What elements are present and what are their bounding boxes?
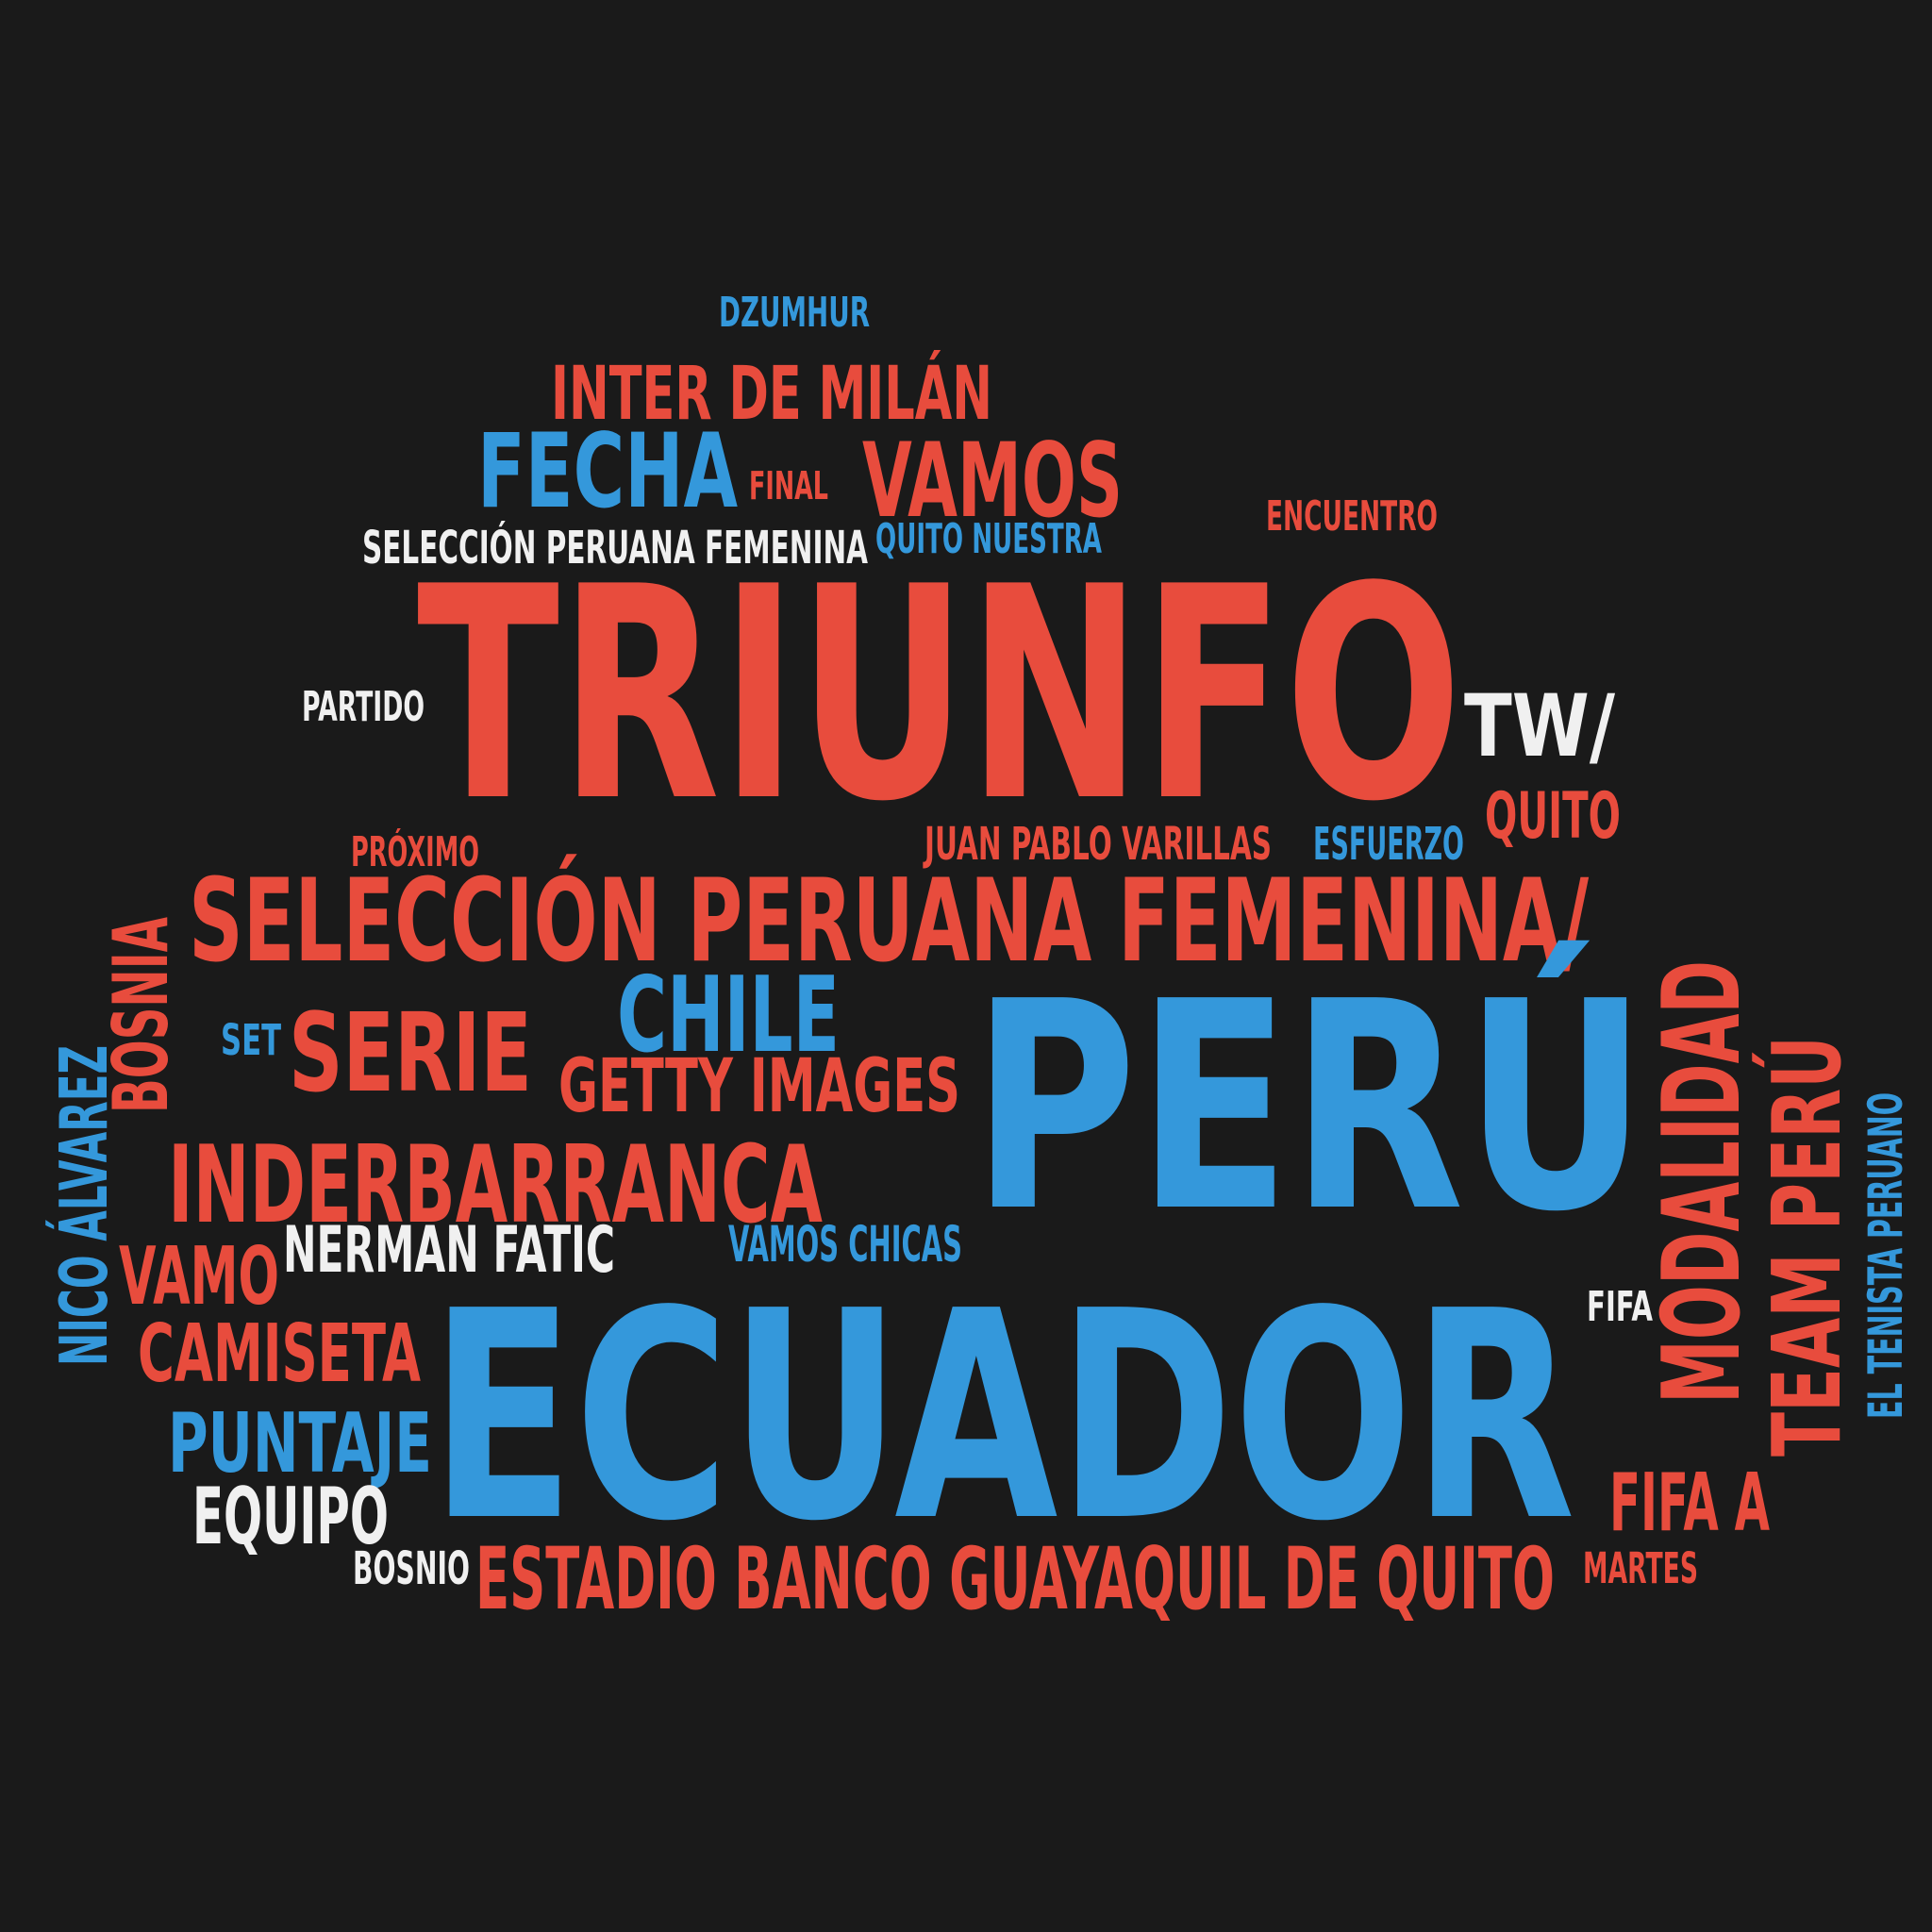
word-nerman-fatic: NERMAN FATIC (283, 1212, 616, 1287)
word-fecha: FECHA (477, 411, 739, 531)
word-dzumhur: DZUMHUR (719, 290, 871, 337)
word-serie: SERIE (289, 991, 533, 1117)
word-fifa: FIFA (1587, 1284, 1654, 1331)
word-final: FINAL (749, 463, 829, 508)
word-juan-pablo-varillas: JUAN PABLO VARILLAS (924, 819, 1273, 871)
word-getty-images: GETTY IMAGES (558, 1043, 961, 1129)
word-vamos-chicas: VAMOS CHICAS (728, 1217, 963, 1274)
word-seleccion-peruana-femenina-small: SELECCIÓN PERUANA FEMENINA (362, 523, 869, 575)
word-team-peru: TEAM PERÚ (1752, 1036, 1862, 1457)
word-vamo: VAMO (119, 1229, 280, 1323)
word-esfuerzo: ESFUERZO (1313, 819, 1465, 871)
word-modalidad: MODALIDAD (1640, 959, 1764, 1404)
word-fifa-a: FIFA A (1609, 1456, 1771, 1549)
word-seleccion-peruana-femenina-large: SELECCIÓN PERUANA FEMENINA/ (189, 854, 1590, 988)
word-tw: TW/ (1464, 675, 1616, 776)
word-inderbarranca: INDERBARRANCA (168, 1123, 824, 1247)
word-estadio-banco-guayaquil: ESTADIO BANCO GUAYAQUIL DE QUITO (475, 1528, 1556, 1629)
word-vamos: VAMOS (862, 421, 1124, 541)
word-inter-de-milan: INTER DE MILÁN (551, 351, 993, 437)
word-triunfo: TRIUNFO (417, 525, 1463, 866)
word-proximo: PRÓXIMO (351, 829, 480, 876)
word-set: SET (221, 1015, 282, 1065)
word-encuentro: ENCUENTRO (1266, 493, 1439, 541)
word-peru: PERÚ (972, 941, 1648, 1274)
word-nico-alvarez: NICO ÁLVAREZ (46, 1044, 123, 1366)
word-chile: CHILE (617, 955, 841, 1076)
word-bosnio: BOSNIO (353, 1543, 471, 1595)
word-quito-nuestra: QUITO NUESTRA (875, 516, 1103, 563)
word-el-tenista-peruano: EL TENISTA PERUANO (1858, 1091, 1913, 1419)
word-camiseta: CAMISETA (138, 1307, 422, 1400)
word-martes: MARTES (1583, 1543, 1699, 1593)
word-ecuador: ECUADOR (430, 1250, 1576, 1584)
word-puntaje: PUNTAJE (168, 1395, 433, 1491)
word-partido: PARTIDO (302, 684, 425, 731)
word-equipo: EQUIPO (192, 1472, 390, 1562)
word-quito: QUITO (1485, 778, 1622, 853)
